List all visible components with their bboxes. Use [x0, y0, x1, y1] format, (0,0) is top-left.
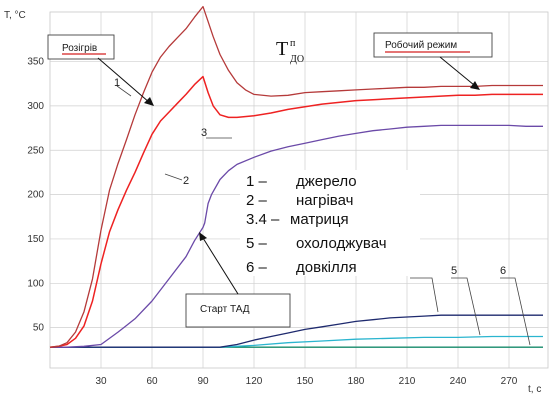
y-tick-label: 50 — [33, 323, 45, 334]
legend-text-1: джерело — [296, 173, 357, 190]
x-axis-label: t, с — [528, 384, 541, 395]
start-annotation: Старт ТАД — [185, 232, 291, 328]
y-tick-label: 100 — [27, 278, 44, 289]
leader-1 — [116, 85, 132, 97]
series-line-1 — [49, 5, 543, 348]
x-tick-label: 180 — [348, 376, 365, 387]
series-line-3.4 — [50, 124, 543, 348]
y-tick-label: 200 — [27, 190, 44, 201]
curve-label-6: 6 — [500, 265, 506, 277]
curve-label-1: 1 — [114, 77, 120, 89]
y-tick-label: 300 — [27, 101, 44, 112]
x-tick-label: 210 — [399, 376, 416, 387]
y-tick-label: 350 — [27, 57, 44, 68]
leader-2 — [164, 173, 183, 181]
plot-frame — [49, 11, 549, 369]
curve-label-2: 2 — [183, 175, 189, 187]
start-label: Старт ТАД — [200, 304, 250, 315]
x-tick-label: 240 — [450, 376, 467, 387]
legend-num-3: 3.4 – — [246, 211, 280, 228]
curve-label-leaders — [116, 85, 531, 346]
legend-text-3: матриця — [290, 211, 349, 228]
tdo-label: T п ДО — [276, 38, 304, 65]
legend-num-1: 1 – — [246, 173, 268, 190]
y-tick-label: 250 — [27, 145, 44, 156]
legend-num-4: 5 – — [246, 235, 268, 252]
leader-4 — [410, 277, 439, 313]
operating-mode-annotation: Робочий режим — [373, 32, 493, 90]
x-tick-label: 30 — [95, 376, 107, 387]
series-line-5 — [50, 335, 543, 348]
tdo-main: T — [276, 38, 288, 60]
legend-text-4: охолоджувач — [296, 235, 387, 252]
tdo-sup: п — [290, 38, 296, 49]
legend: 1 – джерело 2 – нагрівач 3.4 – матриця 5… — [240, 170, 420, 276]
series-lines — [49, 5, 543, 348]
heating-label: Розігрів — [62, 43, 97, 54]
curve-label-5: 5 — [451, 265, 457, 277]
x-tick-label: 60 — [146, 376, 158, 387]
leader-6 — [500, 277, 531, 346]
series-line-2 — [49, 75, 543, 348]
x-tick-label: 120 — [246, 376, 263, 387]
series-line-4 — [50, 314, 543, 348]
legend-num-2: 2 – — [246, 192, 268, 209]
leader-5 — [451, 277, 481, 336]
x-tick-label: 90 — [197, 376, 209, 387]
legend-num-5: 6 – — [246, 259, 268, 276]
tdo-sub: ДО — [290, 54, 304, 65]
y-tick-labels: 50 100 150 200 250 300 350 — [27, 57, 44, 334]
heating-annotation: Розігрів — [47, 34, 154, 106]
x-tick-label: 150 — [297, 376, 314, 387]
y-axis-label: T, °С — [4, 10, 26, 21]
curve-label-3: 3 — [201, 127, 207, 139]
y-tick-label: 150 — [27, 234, 44, 245]
legend-text-5: довкілля — [296, 259, 357, 276]
operating-mode-label: Робочий режим — [385, 39, 457, 51]
x-tick-label: 270 — [501, 376, 518, 387]
x-tick-labels: 30 60 90 120 150 180 210 240 270 — [95, 376, 517, 387]
legend-text-2: нагрівач — [296, 192, 353, 209]
